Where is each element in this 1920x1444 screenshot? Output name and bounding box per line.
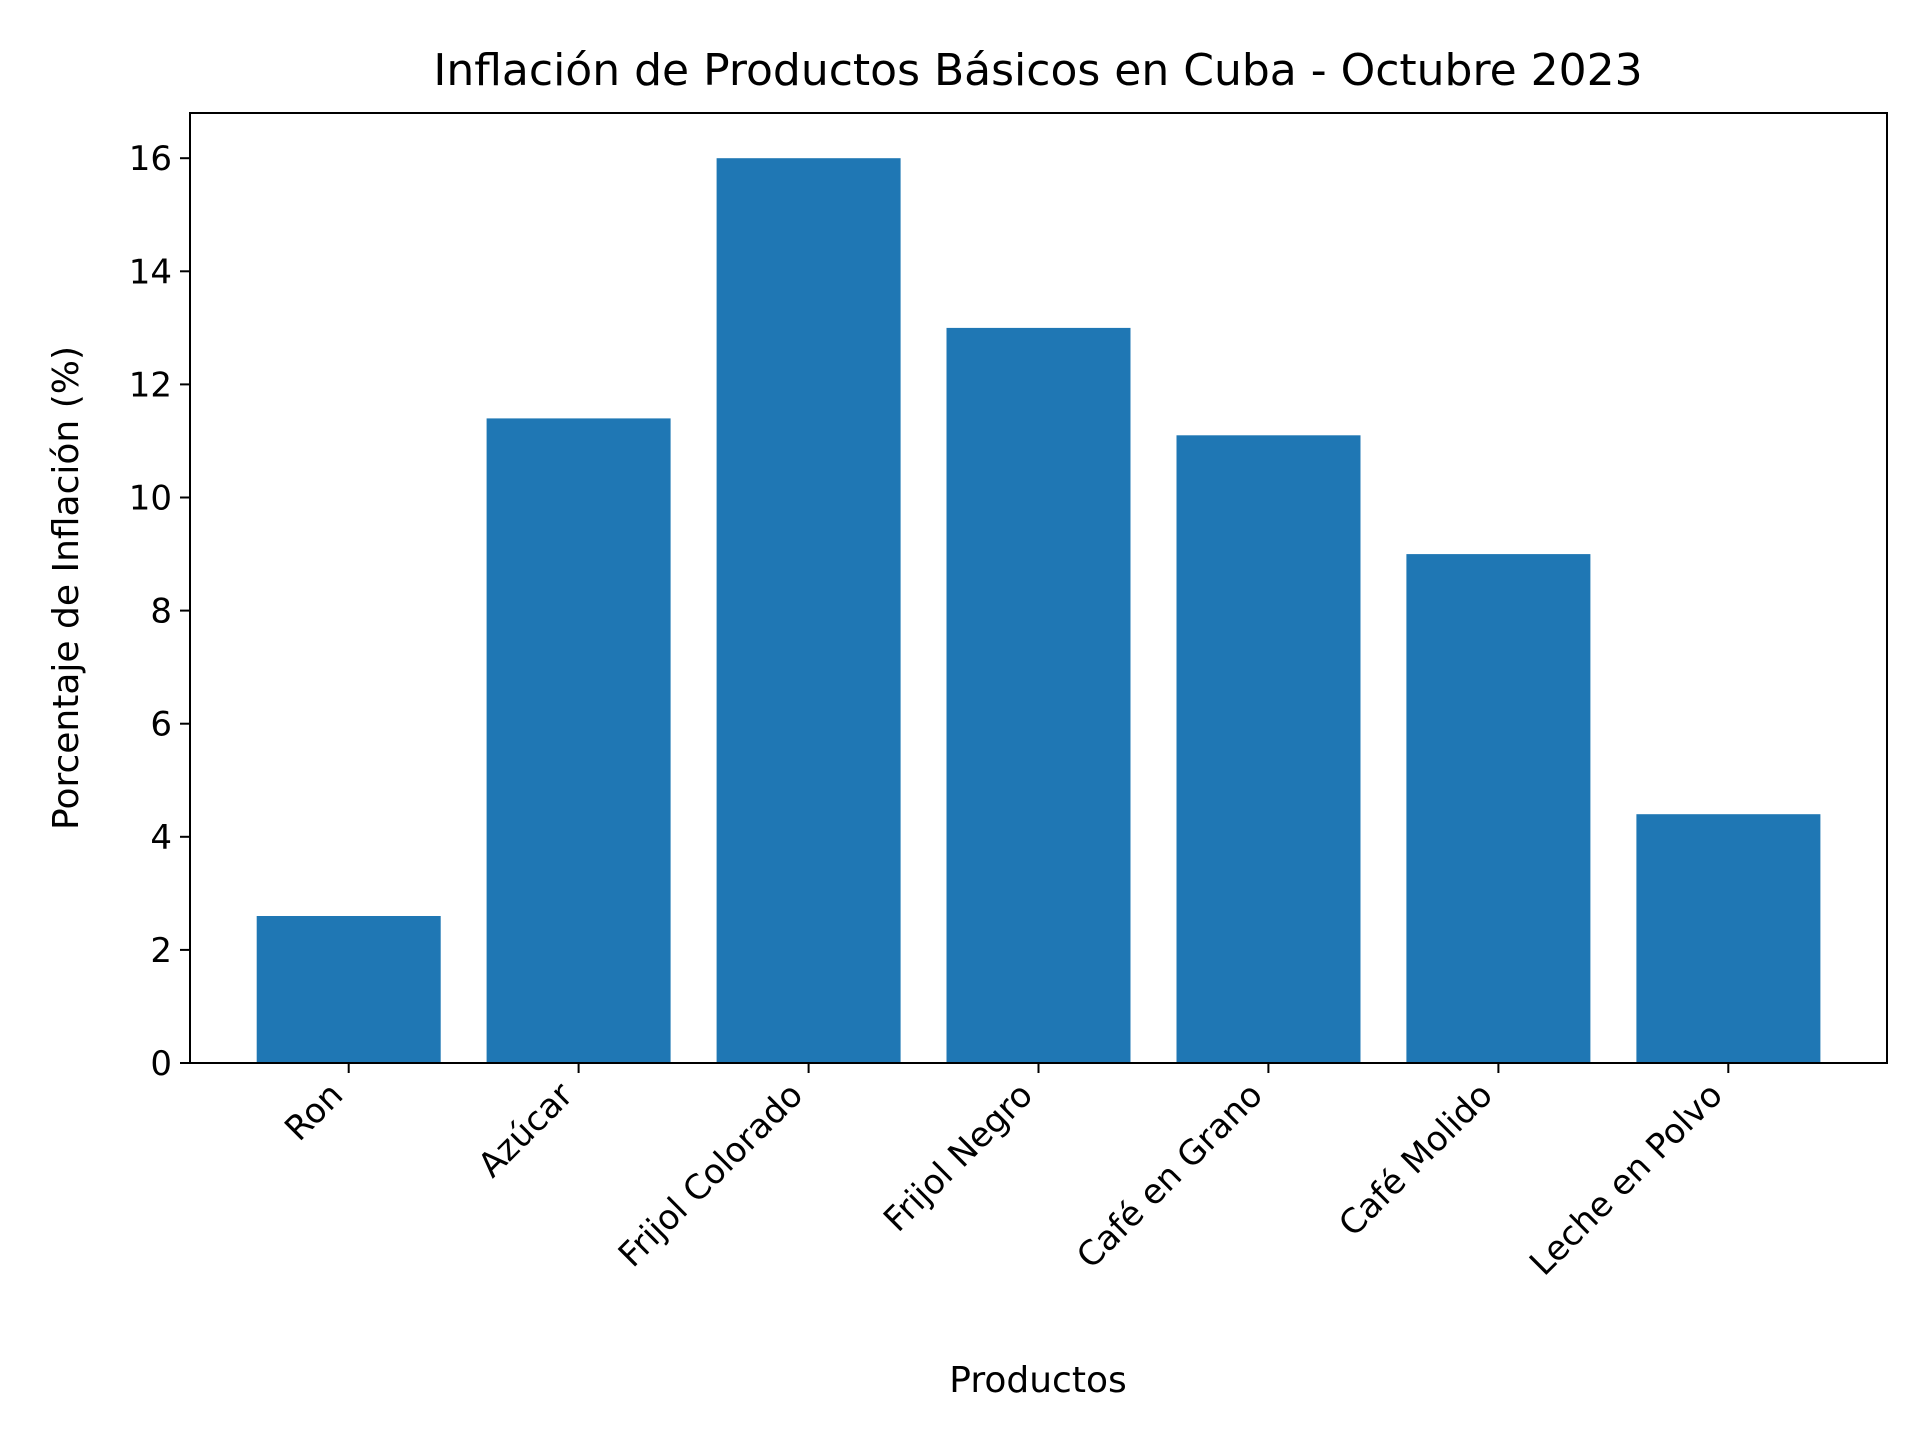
bar-frijol-negro — [946, 327, 1131, 1063]
bar-ron — [256, 916, 441, 1063]
bar-leche-en-polvo — [1636, 814, 1821, 1063]
y-tick-label: 4 — [150, 818, 172, 858]
y-tick-label: 16 — [129, 139, 172, 179]
y-tick-label: 0 — [150, 1044, 172, 1084]
bar-café-molido — [1406, 554, 1591, 1063]
y-axis: 0 2 4 6 8 10 12 14 16 — [129, 139, 190, 1084]
x-axis-label: Productos — [949, 1360, 1126, 1401]
y-axis-label: Porcentaje de Inflación (%) — [46, 346, 87, 830]
y-tick-label: 14 — [129, 252, 172, 292]
y-tick-label: 2 — [150, 931, 172, 971]
bar-café-en-grano — [1176, 435, 1361, 1063]
y-tick-label: 8 — [150, 592, 172, 632]
bars-layer — [256, 158, 1821, 1063]
y-tick-label: 6 — [150, 705, 172, 745]
y-tick-label: 10 — [129, 479, 172, 519]
bar-frijol-colorado — [716, 158, 901, 1063]
bar-azúcar — [486, 418, 671, 1063]
chart-title: Inflación de Productos Básicos en Cuba -… — [433, 45, 1642, 96]
y-tick-label: 12 — [129, 365, 172, 405]
